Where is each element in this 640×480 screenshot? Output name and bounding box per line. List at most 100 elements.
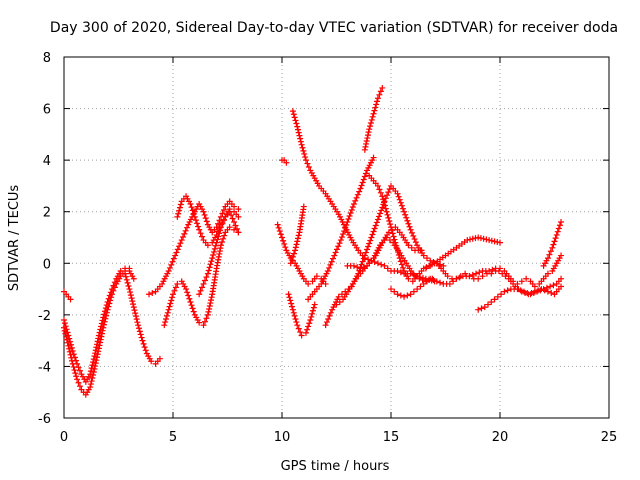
data-point-dense: [309, 310, 316, 317]
data-point-dense: [89, 362, 96, 369]
data-point-dense: [189, 207, 196, 214]
data-point-dense: [554, 228, 561, 235]
data-point-dense: [73, 373, 80, 380]
data-point-dense: [365, 129, 372, 136]
data-point: [322, 322, 329, 329]
data-point-dense: [190, 210, 197, 217]
y-tick-label: -2: [38, 309, 51, 324]
data-point: [204, 270, 211, 277]
data-point-dense: [353, 194, 360, 201]
data-point-dense: [371, 107, 378, 114]
data-point-dense: [122, 273, 129, 280]
data-point: [534, 288, 541, 295]
data-point-dense: [76, 367, 83, 374]
data-point-dense: [220, 235, 227, 242]
data-point-dense: [494, 239, 501, 246]
data-point: [337, 237, 344, 244]
data-point: [544, 288, 551, 295]
data-point-dense: [217, 227, 224, 234]
data-point-dense: [220, 206, 227, 213]
plot-area: [61, 84, 565, 398]
data-point-dense: [360, 264, 367, 271]
data-point-dense: [299, 144, 306, 151]
data-point: [204, 311, 211, 318]
data-point-dense: [291, 312, 298, 319]
series-trace-7: [161, 224, 242, 329]
data-point: [558, 219, 565, 226]
data-point-dense: [295, 129, 302, 136]
data-point-dense: [450, 278, 457, 285]
data-point-dense: [287, 297, 294, 304]
data-point-dense: [302, 154, 309, 161]
data-point-dense: [362, 249, 369, 256]
data-point: [298, 141, 305, 148]
data-point-dense: [552, 235, 559, 242]
y-tick-label: -4: [38, 360, 51, 375]
data-point-dense: [385, 214, 392, 221]
data-point-dense: [372, 104, 379, 111]
data-point: [170, 291, 176, 298]
data-point: [370, 110, 377, 117]
data-point-dense: [340, 231, 347, 238]
data-point: [61, 317, 67, 324]
data-point: [446, 280, 453, 287]
data-point: [420, 265, 427, 272]
data-point: [311, 301, 318, 308]
data-point-dense: [412, 239, 419, 246]
data-point: [392, 239, 399, 246]
data-point-dense: [203, 274, 210, 281]
data-point: [350, 200, 357, 207]
series-trace-18: [344, 234, 436, 285]
data-point: [558, 275, 565, 282]
data-point: [69, 360, 76, 367]
data-point-dense: [208, 294, 215, 301]
data-point-dense: [142, 347, 149, 354]
data-point: [200, 322, 207, 329]
data-point-dense: [530, 289, 537, 296]
data-point-dense: [338, 234, 345, 241]
data-point-dense: [333, 246, 340, 253]
data-point-dense: [212, 242, 219, 249]
data-point-dense: [368, 116, 375, 123]
data-point-dense: [304, 326, 311, 333]
y-tick-label: -6: [38, 412, 51, 427]
data-point-dense: [291, 114, 298, 121]
data-point: [172, 252, 179, 259]
data-point-dense: [129, 298, 136, 305]
data-point-dense: [183, 224, 190, 231]
data-point: [104, 306, 111, 313]
data-point: [540, 286, 547, 293]
data-point-dense: [346, 213, 353, 220]
data-point-dense: [141, 344, 148, 351]
data-point: [374, 182, 381, 189]
data-point-dense: [472, 235, 479, 242]
data-point-dense: [293, 319, 300, 326]
data-point-dense: [382, 195, 389, 202]
data-point: [407, 291, 414, 298]
data-point-dense: [423, 278, 430, 285]
data-point-dense: [125, 282, 132, 289]
data-point-dense: [548, 289, 555, 296]
data-point: [374, 260, 381, 267]
data-point-dense: [177, 240, 184, 247]
data-point-dense: [419, 277, 426, 284]
data-point: [558, 283, 565, 290]
data-point: [135, 322, 142, 329]
data-point-dense: [403, 214, 410, 221]
data-point-dense: [199, 233, 206, 240]
data-point: [130, 275, 137, 282]
data-point-dense: [377, 88, 384, 95]
data-point-dense: [297, 135, 304, 142]
data-point: [333, 301, 340, 308]
series-trace-23: [540, 219, 565, 269]
y-tick-labels: -6 -4 -2 0 2 4 6 8: [38, 51, 51, 427]
data-point: [130, 304, 137, 311]
data-point: [357, 265, 364, 272]
data-point-dense: [388, 227, 395, 234]
data-point-dense: [380, 196, 387, 203]
data-point: [165, 306, 172, 313]
data-point-dense: [210, 252, 217, 259]
data-point-dense: [202, 215, 209, 222]
data-point: [87, 371, 94, 378]
data-point-dense: [205, 267, 212, 274]
